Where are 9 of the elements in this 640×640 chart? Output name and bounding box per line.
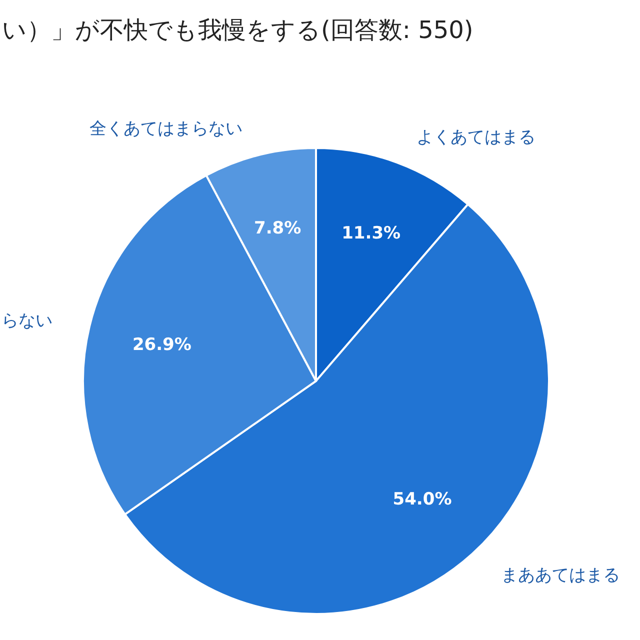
data-label: 11.3%: [342, 223, 401, 244]
slice-label: らない: [1, 311, 52, 332]
data-label: 7.8%: [254, 218, 302, 238]
title: い）」が不快でも我慢をする(回答数: 550): [2, 16, 474, 44]
data-label: 54.0%: [392, 490, 452, 510]
slice-label: よくあてはまる: [416, 127, 536, 148]
slice-label: まああてはまる: [501, 566, 620, 586]
slice-label: 全くあてはまらない: [90, 118, 243, 139]
data-label: 26.9%: [132, 335, 192, 356]
